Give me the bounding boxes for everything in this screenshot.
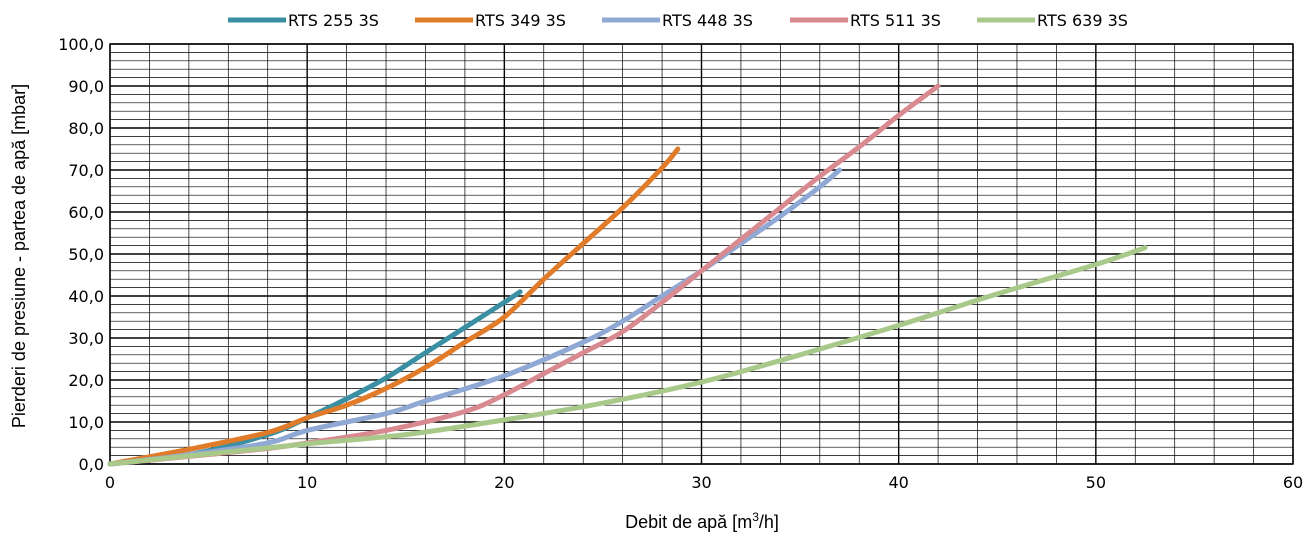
series-lines bbox=[107, 83, 1148, 467]
y-tick-label: 60,0 bbox=[68, 203, 104, 222]
y-tick-label: 30,0 bbox=[68, 329, 104, 348]
y-tick-label: 20,0 bbox=[68, 371, 104, 390]
x-tick-label: 30 bbox=[691, 473, 711, 492]
y-tick-label: 10,0 bbox=[68, 413, 104, 432]
y-tick-label: 80,0 bbox=[68, 119, 104, 138]
legend-label: RTS 448 3S bbox=[662, 11, 753, 30]
x-tick-label: 20 bbox=[494, 473, 514, 492]
series-line-2 bbox=[107, 146, 681, 467]
x-tick-label: 60 bbox=[1283, 473, 1303, 492]
series-line-4 bbox=[107, 83, 941, 467]
y-tick-label: 0,0 bbox=[79, 455, 104, 474]
grid bbox=[109, 43, 1294, 465]
series-line-5 bbox=[107, 245, 1148, 467]
tick-labels: 0 10 20 30 40 50 60 0,0 10,0 20,0 30,0 40,0 50,0 60,0… bbox=[58, 35, 1303, 492]
y-tick-label: 100,0 bbox=[58, 35, 104, 54]
legend-label: RTS 349 3S bbox=[475, 11, 566, 30]
y-tick-label: 50,0 bbox=[68, 245, 104, 264]
x-tick-label: 0 bbox=[105, 473, 115, 492]
legend-label: RTS 255 3S bbox=[288, 11, 379, 30]
plot-area-border bbox=[109, 43, 1294, 465]
x-tick-label: 50 bbox=[1086, 473, 1106, 492]
y-axis-title: Pierderi de presiune - partea de apă [mb… bbox=[9, 84, 29, 428]
x-tick-label: 10 bbox=[297, 473, 317, 492]
legend-label: RTS 639 3S bbox=[1037, 11, 1128, 30]
y-tick-label: 40,0 bbox=[68, 287, 104, 306]
x-axis-title: Debit de apă [m3/h] bbox=[625, 510, 779, 532]
y-tick-label: 90,0 bbox=[68, 77, 104, 96]
y-tick-label: 70,0 bbox=[68, 161, 104, 180]
legend: RTS 255 3S RTS 349 3S RTS 448 3S RTS 511 3S… bbox=[228, 11, 1128, 30]
series-line-3 bbox=[107, 167, 843, 467]
legend-label: RTS 511 3S bbox=[850, 11, 941, 30]
series-line-1 bbox=[107, 289, 523, 467]
x-tick-label: 40 bbox=[888, 473, 908, 492]
